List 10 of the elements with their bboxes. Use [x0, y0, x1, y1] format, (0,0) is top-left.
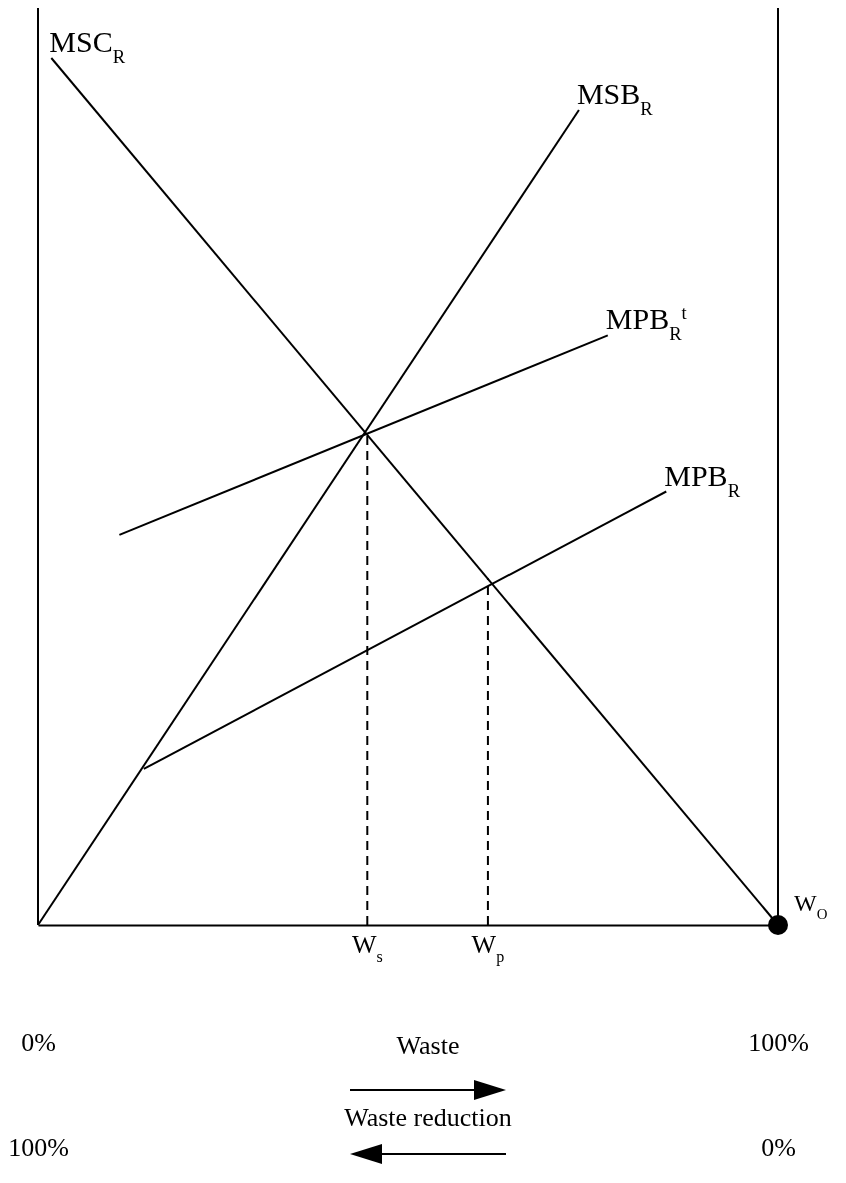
series-label: MSB$_{R}$: [576, 77, 654, 119]
x2-tick-label: 0%: [761, 1133, 796, 1163]
annotation: W$_{p}$: [471, 930, 505, 966]
series-label: MPB$_{R}$: [664, 458, 741, 500]
x2-tick-label: 100%: [8, 1133, 69, 1163]
series-label: MSC$_{R}$: [49, 25, 126, 67]
x-axis-title: Waste: [396, 1031, 460, 1060]
annotation: W$_{s}$: [351, 930, 383, 965]
x2-axis-title: Waste reduction: [344, 1103, 512, 1132]
series-label: W$_{O}$: [794, 890, 828, 922]
